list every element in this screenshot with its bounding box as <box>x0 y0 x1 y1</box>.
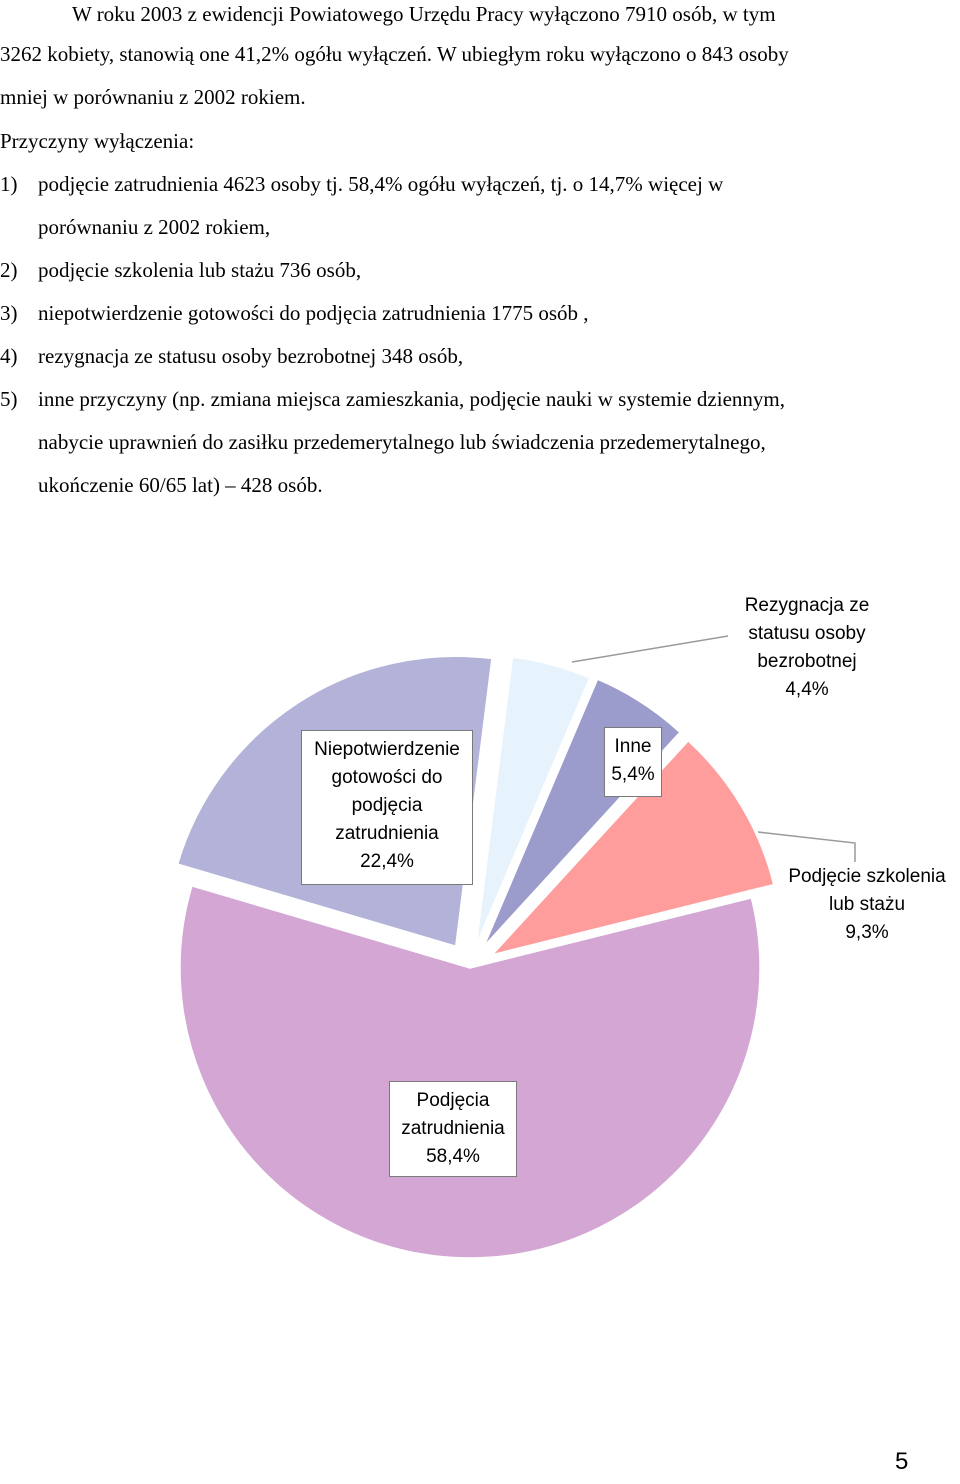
leader-line-szkolenie <box>757 831 856 862</box>
reason-text: ukończenie 60/65 lat) – 428 osób. <box>38 473 323 497</box>
page-number: 5 <box>895 1448 909 1475</box>
leader-line-rezygnacja <box>571 635 729 663</box>
reason-text: podjęcie zatrudnienia 4623 osoby tj. 58,… <box>38 172 724 196</box>
reason-number: 5) <box>0 387 18 411</box>
intro-line-1: W roku 2003 z ewidencji Powiatowego Urzę… <box>72 2 776 26</box>
slice-rezygnacja <box>475 656 591 946</box>
reason-text: niepotwierdzenie gotowości do podjęcia z… <box>38 301 589 325</box>
intro-line-3: mniej w porównaniu z 2002 rokiem. <box>0 85 306 109</box>
reason-text: nabycie uprawnień do zasiłku przedemeryt… <box>38 430 766 454</box>
reason-number: 4) <box>0 344 18 368</box>
reason-text: inne przyczyny (np. zmiana miejsca zamie… <box>38 387 785 411</box>
reason-number: 2) <box>0 258 18 282</box>
slice-label-niepotwierdzenie: Niepotwierdzenie gotowości do podjęcia z… <box>301 730 473 885</box>
slice-label-szkolenie: Podjęcie szkolenia lub stażu 9,3% <box>788 866 946 943</box>
slice-label-podjecia-zatrudnienia: Podjęcia zatrudnienia 58,4% <box>389 1081 517 1177</box>
reason-text: podjęcie szkolenia lub stażu 736 osób, <box>38 258 362 282</box>
reason-text: rezygnacja ze statusu osoby bezrobotnej … <box>38 344 464 368</box>
slice-label-inne: Inne 5,4% <box>604 727 662 797</box>
slice-podjecia-zatrudnienia <box>179 884 761 1259</box>
reasons-heading: Przyczyny wyłączenia: <box>0 129 195 153</box>
reason-text: porównaniu z 2002 rokiem, <box>38 215 271 239</box>
intro-line-2: 3262 kobiety, stanowią one 41,2% ogółu w… <box>0 42 789 66</box>
reason-number: 1) <box>0 172 18 196</box>
slice-szkolenie <box>490 739 775 957</box>
slice-label-rezygnacja: Rezygnacja ze statusu osoby bezrobotnej … <box>744 595 870 700</box>
reason-number: 3) <box>0 301 18 325</box>
